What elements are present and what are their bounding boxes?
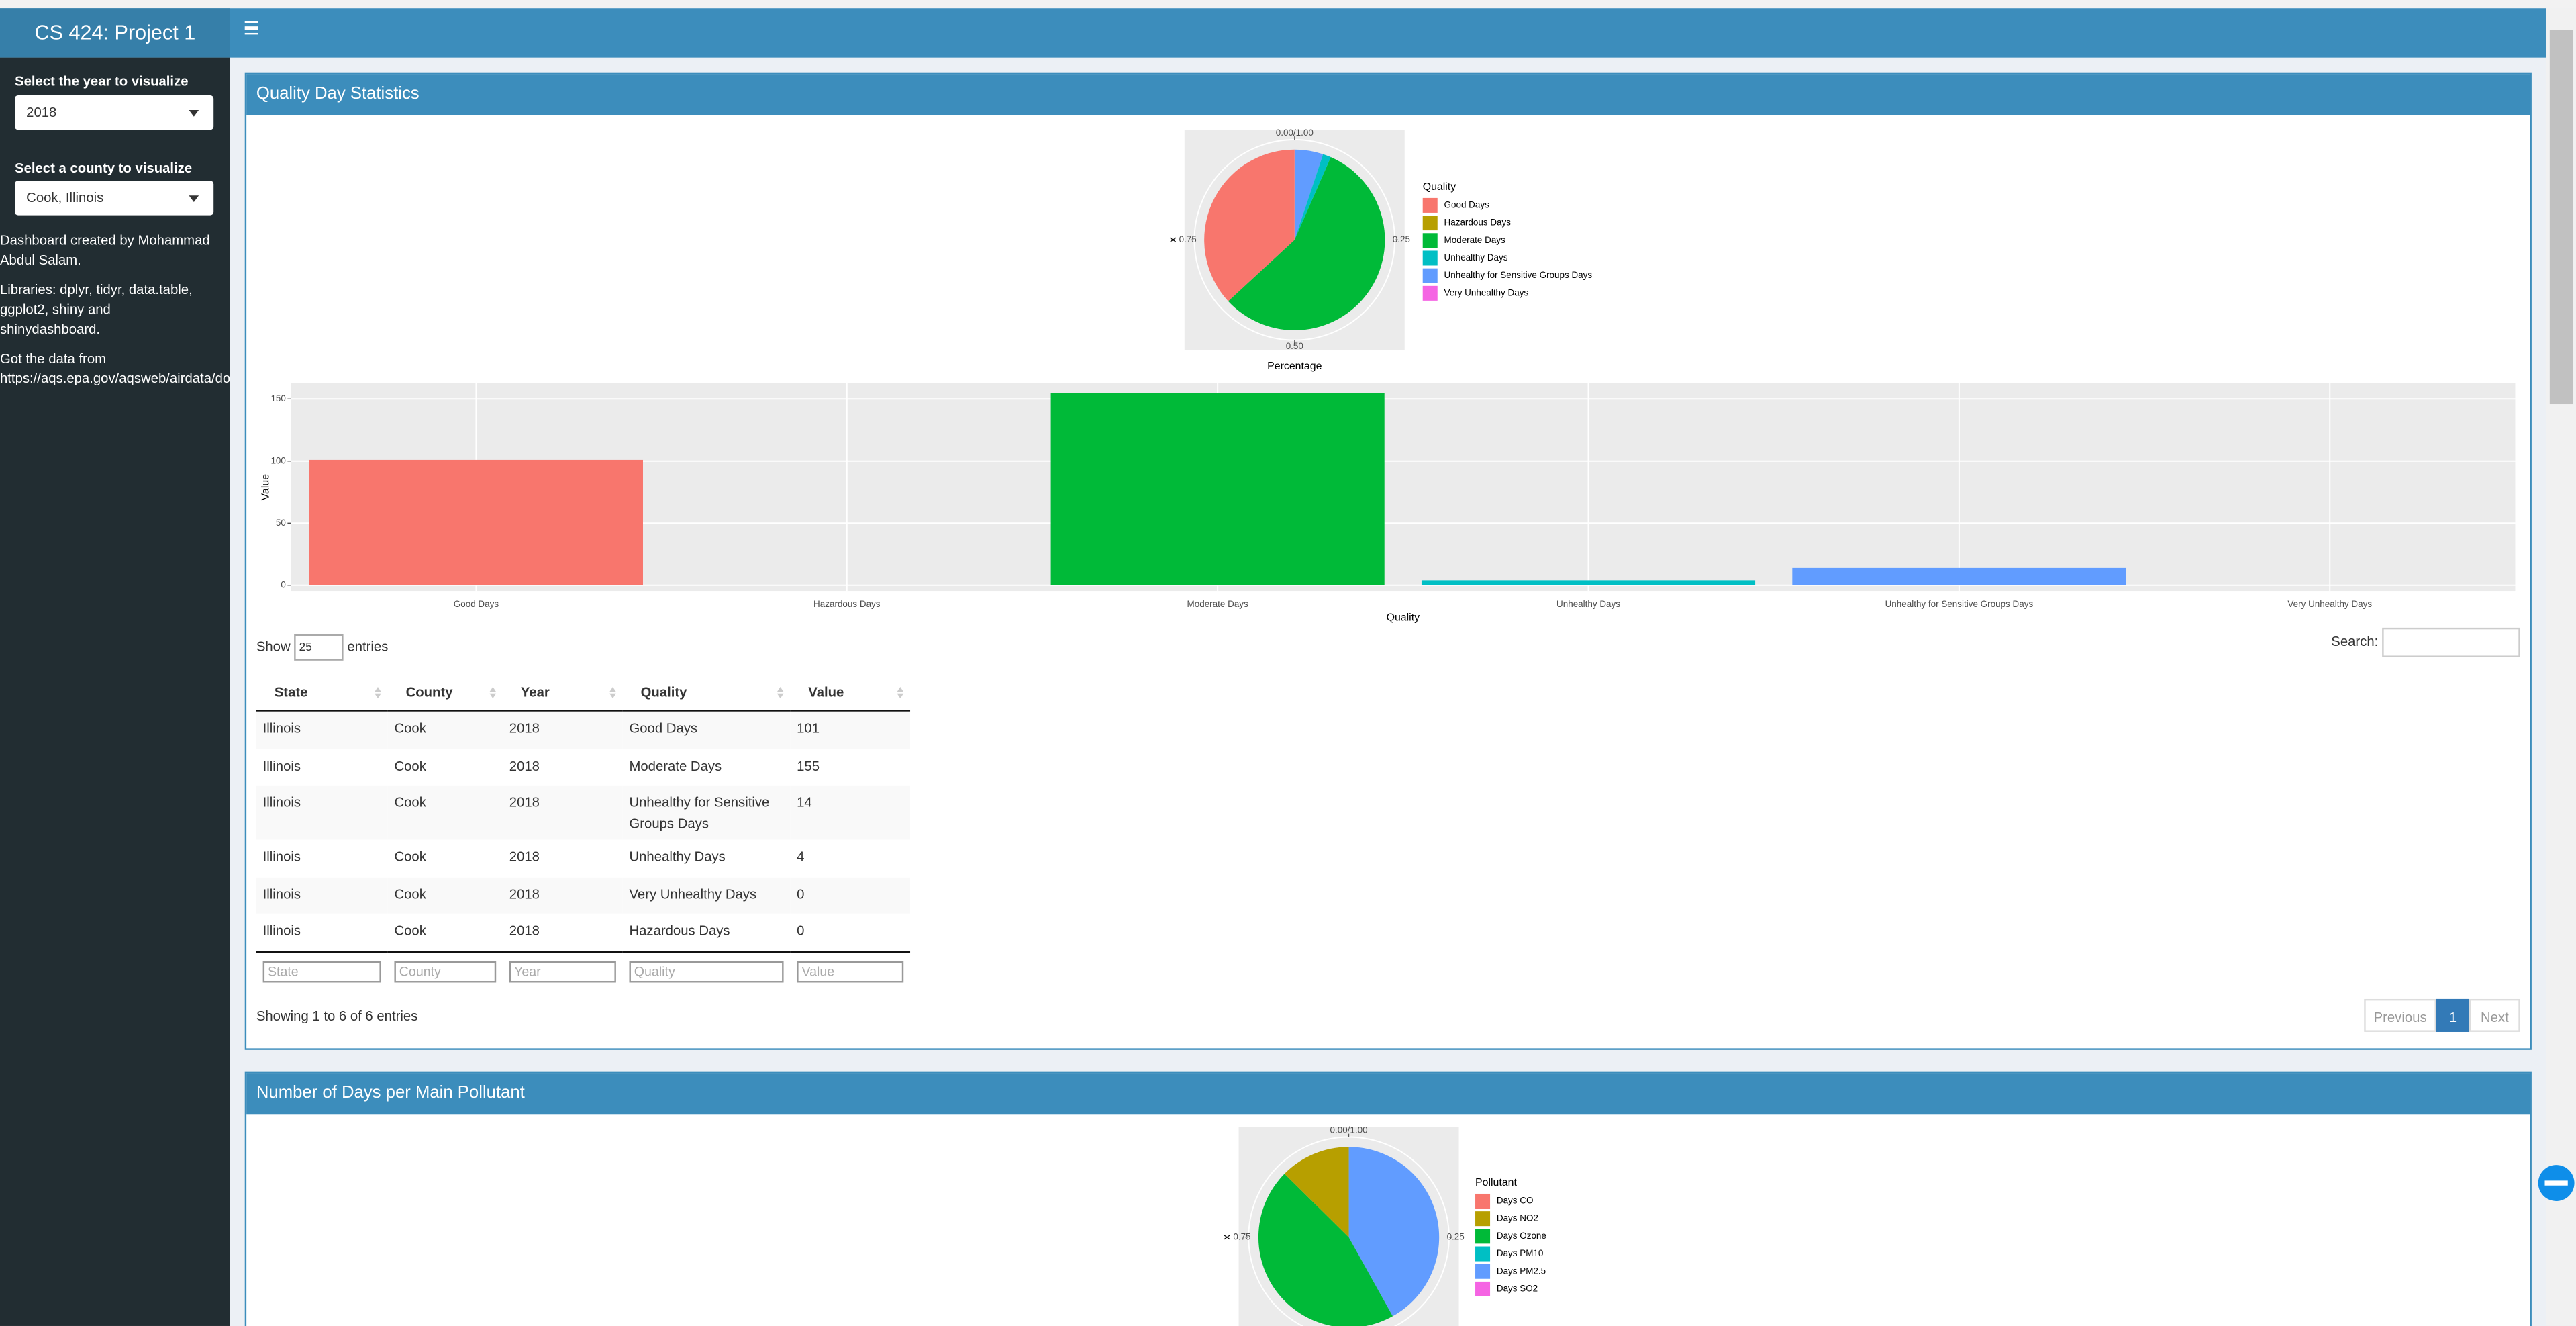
table-row: Illinois Cook 2018 Very Unhealthy Days 0	[256, 876, 911, 914]
table-cell: 0	[797, 921, 805, 939]
column-label: Year	[520, 683, 550, 700]
sidebar: Select the year to visualize 2018 Select…	[0, 57, 230, 1326]
sort-icon	[609, 686, 616, 692]
table-cell: Good Days	[622, 710, 791, 749]
app-title: CS 424: Project 1	[0, 8, 230, 58]
filter-cell: Quality	[622, 950, 791, 991]
filter-cell: State	[256, 950, 388, 991]
box: Number of Days per Main Pollutant	[244, 1071, 2532, 1326]
column-header[interactable]: State	[256, 673, 388, 712]
prev-button[interactable]: Previous	[2364, 998, 2436, 1032]
table-cell: 155	[797, 756, 820, 773]
note: Got the data from https://aqs.epa.gov/aq…	[0, 350, 230, 387]
table-cell: Cook	[394, 921, 426, 939]
sort-icon	[375, 693, 381, 699]
column-label: State	[274, 683, 308, 700]
table-cell: Moderate Days	[629, 756, 722, 773]
filter-cell: Value	[790, 950, 911, 991]
header-bar	[0, 8, 2546, 58]
table-cell: Very Unhealthy Days	[622, 876, 791, 914]
table-cell: 2018	[502, 876, 623, 914]
filter-input[interactable]: County	[394, 960, 497, 982]
filter-input[interactable]: State	[262, 960, 381, 982]
table-cell: 2018	[502, 710, 623, 749]
table-row: Illinois Cook 2018 Hazardous Days 0	[256, 914, 910, 951]
table-cell: Illinois	[256, 876, 388, 914]
year-label: Select the year to visualize	[15, 72, 189, 89]
column-header[interactable]: Value	[790, 673, 911, 712]
sort-icon	[777, 686, 784, 692]
table-cell: Illinois	[256, 785, 388, 840]
table-row: Illinois Cook 2018 Good Days 101	[256, 710, 911, 749]
column-label: Value	[808, 683, 844, 700]
table-cell: Illinois	[256, 710, 388, 749]
box-title: Quality Day Statistics	[246, 74, 2530, 115]
page-button[interactable]: 1	[2436, 998, 2469, 1032]
table-cell: 14	[790, 785, 911, 840]
menu-toggle[interactable]	[244, 21, 258, 35]
search-input[interactable]	[2382, 627, 2520, 657]
sort-icon	[489, 686, 497, 692]
browser-strip	[0, 0, 2576, 9]
table-cell: 2018	[509, 847, 540, 865]
scroll-thumb[interactable]	[2549, 30, 2573, 405]
column-header[interactable]: County	[387, 673, 503, 712]
column-label: County	[405, 683, 453, 700]
table-cell: 2018	[509, 921, 540, 939]
sort-icon	[897, 693, 904, 699]
column-header[interactable]: Quality	[622, 673, 791, 712]
filter-input[interactable]: Value	[797, 960, 904, 982]
search-label: Search:	[2331, 632, 2379, 649]
table-cell: Illinois	[262, 847, 301, 865]
year-value: 2018	[26, 103, 57, 120]
table-cell: Illinois	[262, 921, 301, 939]
table-cell: Illinois	[262, 756, 301, 773]
entries-label: entries	[347, 638, 389, 655]
data-table: State County Year Quality Value Illinois Cook…	[256, 673, 911, 991]
sort-icon	[777, 693, 784, 699]
sort-icon	[489, 693, 497, 699]
show-label: Show	[256, 638, 291, 655]
column-header[interactable]: Year	[502, 673, 623, 712]
table-cell: Unhealthy Days	[629, 847, 726, 865]
table-cell: Unhealthy for Sensitive Groups Days	[622, 785, 791, 840]
next-button[interactable]: Next	[2469, 998, 2520, 1032]
sort-icon	[375, 686, 381, 692]
year-select[interactable]: 2018	[15, 95, 214, 130]
table-cell: Hazardous Days	[629, 921, 730, 939]
county-value: Cook, Illinois	[26, 189, 104, 205]
table-row: Illinois Cook 2018 Moderate Days 155	[256, 749, 910, 786]
sort-icon	[897, 686, 904, 692]
table-cell: 4	[797, 847, 805, 865]
table-cell: 101	[790, 710, 911, 749]
table-row: Illinois Cook 2018 Unhealthy Days 4	[256, 840, 910, 877]
table-cell: Cook	[394, 756, 426, 773]
note: Libraries: dplyr, tidyr, data.table, ggp…	[0, 281, 193, 337]
table-cell: 0	[790, 876, 911, 914]
table-cell: 2018	[502, 785, 623, 840]
sort-icon	[609, 693, 616, 699]
table-info: Showing 1 to 6 of 6 entries	[256, 1007, 418, 1024]
table-cell: Cook	[387, 785, 503, 840]
length-control: Show 25 entries	[256, 634, 389, 661]
box-title: Number of Days per Main Pollutant	[246, 1073, 2530, 1115]
filter-input[interactable]: Year	[509, 960, 616, 982]
length-select[interactable]: 25	[294, 634, 344, 661]
table-cell: Cook	[387, 876, 503, 914]
filter-input[interactable]: Quality	[629, 960, 784, 982]
column-label: Quality	[640, 683, 687, 700]
notes: Dashboard created by Mohammad Abdul Sala…	[0, 230, 230, 398]
county-select[interactable]: Cook, Illinois	[15, 181, 214, 216]
table-row: Illinois Cook 2018 Unhealthy for Sensitive …	[256, 785, 911, 840]
table-cell: Cook	[394, 847, 426, 865]
table-cell: Cook	[387, 710, 503, 749]
county-label: Select a county to visualize	[15, 159, 193, 176]
filter-cell: Year	[502, 950, 623, 991]
filter-cell: County	[387, 950, 503, 991]
table-cell: 2018	[509, 756, 540, 773]
note: Dashboard created by Mohammad Abdul Sala…	[0, 232, 210, 268]
